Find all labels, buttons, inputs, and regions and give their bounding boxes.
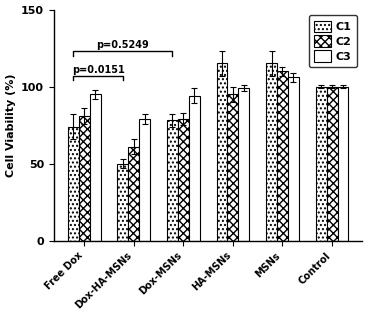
Bar <box>178 119 189 240</box>
Y-axis label: Cell Viability (%): Cell Viability (%) <box>6 73 15 177</box>
Text: p=0.0151: p=0.0151 <box>72 65 124 75</box>
Legend: C1, C2, C3: C1, C2, C3 <box>309 15 357 67</box>
Bar <box>277 71 288 240</box>
Bar <box>316 87 327 240</box>
Bar <box>238 88 249 240</box>
Bar <box>167 120 178 240</box>
Bar <box>117 164 128 240</box>
Bar <box>128 147 139 240</box>
Bar <box>266 64 277 240</box>
Bar <box>68 127 79 240</box>
Bar <box>90 94 100 240</box>
Bar <box>139 119 150 240</box>
Bar <box>327 87 337 240</box>
Bar <box>337 87 348 240</box>
Bar <box>79 116 90 240</box>
Bar <box>227 94 238 240</box>
Text: p=0.5249: p=0.5249 <box>96 40 149 50</box>
Bar <box>216 64 227 240</box>
Bar <box>288 77 299 240</box>
Bar <box>189 96 200 240</box>
